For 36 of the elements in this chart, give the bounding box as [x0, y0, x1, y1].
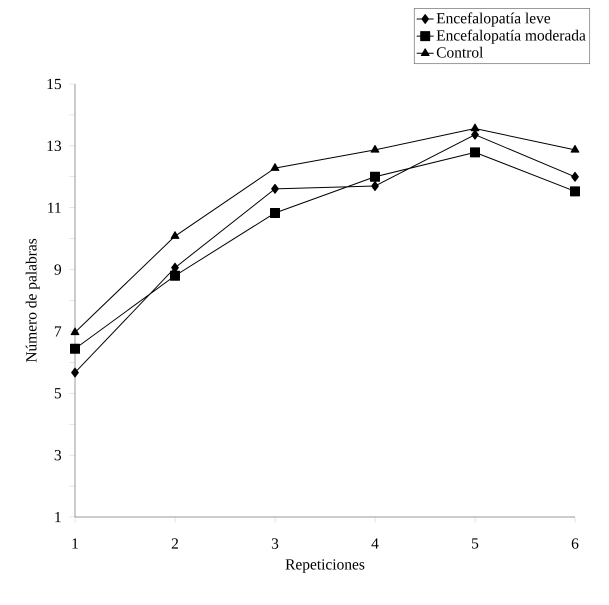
point: [170, 270, 180, 281]
point: [71, 368, 79, 378]
point: [570, 144, 580, 153]
point: [70, 344, 80, 354]
point: [471, 130, 479, 140]
point: [571, 172, 579, 182]
y-tick-label: 15: [48, 78, 62, 90]
x-axis-title: Repeticiones: [286, 559, 364, 573]
y-tick-label: 9: [54, 264, 62, 275]
point: [170, 231, 180, 239]
legend-label: Encefalopatía leve: [436, 12, 550, 27]
x-tick-label: 6: [572, 538, 578, 549]
y-tick-label: 5: [54, 388, 62, 398]
y-tick-label: 1: [55, 512, 61, 522]
x-tick-label: 1: [72, 538, 78, 549]
y-tick-label: 3: [54, 450, 62, 460]
point: [370, 144, 380, 153]
x-tick-label: 5: [472, 538, 478, 549]
x-tick-label: 3: [272, 538, 278, 549]
point: [270, 163, 280, 171]
legend-label: Encefalopatía moderada: [436, 30, 586, 44]
x-tick-label: 2: [172, 538, 178, 549]
point: [270, 208, 280, 218]
point: [70, 327, 80, 336]
y-tick-label: 7: [54, 326, 62, 336]
point: [271, 184, 279, 194]
point: [371, 181, 379, 192]
point: [370, 172, 380, 182]
legend-label: Control: [436, 46, 484, 58]
y-tick-label: 11: [48, 202, 61, 213]
point: [570, 186, 580, 196]
y-axis-title: Número de palabras: [26, 238, 40, 362]
point: [470, 147, 480, 158]
point: [470, 124, 480, 132]
y-tick-label: 13: [48, 140, 62, 152]
x-tick-label: 4: [371, 538, 379, 549]
